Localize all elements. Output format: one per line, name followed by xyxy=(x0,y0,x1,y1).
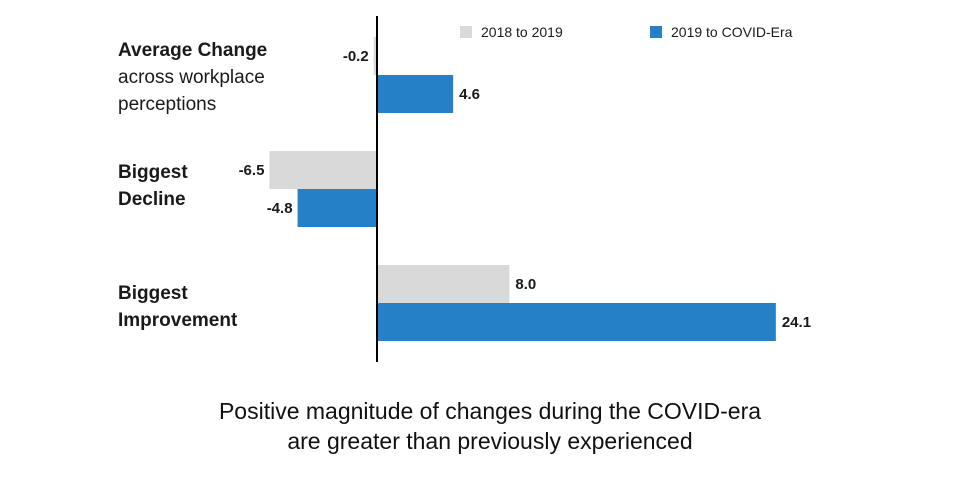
bar-s2-cat3 xyxy=(377,303,776,341)
value-label-s1-cat3: 8.0 xyxy=(515,276,536,293)
category-label-2-line-1: Biggest xyxy=(118,162,188,183)
bar-s1-cat2 xyxy=(269,151,377,189)
legend-swatch-2 xyxy=(650,26,662,38)
category-label-1-line-3: perceptions xyxy=(118,94,216,115)
category-label-1-line-2: across workplace xyxy=(118,67,265,88)
category-label-3-line-1: Biggest xyxy=(118,283,188,304)
value-label-s2-cat1: 4.6 xyxy=(459,86,480,103)
category-label-2-line-2: Decline xyxy=(118,189,186,210)
bar-s1-cat1 xyxy=(373,37,377,75)
bar-s2-cat2 xyxy=(297,189,377,227)
bar-s1-cat3 xyxy=(377,265,510,303)
bar-s2-cat1 xyxy=(377,75,454,113)
category-label-3-line-2: Improvement xyxy=(118,310,238,331)
legend-label-2: 2019 to COVID-Era xyxy=(671,24,793,40)
value-label-s1-cat2: -6.5 xyxy=(239,162,265,179)
value-label-s2-cat3: 24.1 xyxy=(782,314,811,331)
value-label-s2-cat2: -4.8 xyxy=(267,200,293,217)
category-label-1-line-1: Average Change xyxy=(118,40,267,61)
caption-line-2: are greater than previously experienced xyxy=(287,428,693,454)
caption-line-1: Positive magnitude of changes during the… xyxy=(218,398,762,424)
chart-caption: Positive magnitude of changes during the… xyxy=(0,396,980,456)
bar-chart: -0.2 -6.5 8.0 4.6 -4.8 24.1 Average Change acro… xyxy=(118,16,811,362)
value-label-s1-cat1: -0.2 xyxy=(343,48,369,65)
legend-swatch-1 xyxy=(460,26,472,38)
legend-label-1: 2018 to 2019 xyxy=(481,24,563,40)
